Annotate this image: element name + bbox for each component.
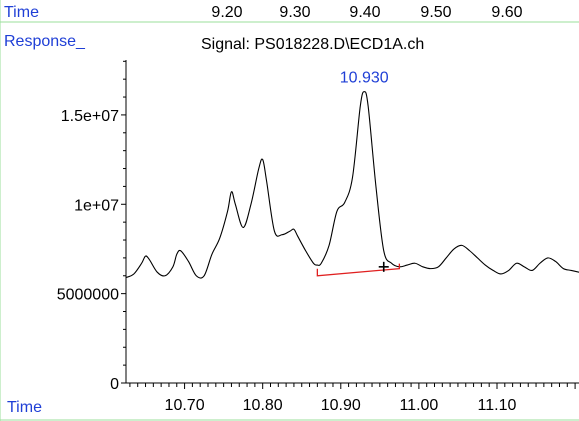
top-axis-title: Time <box>4 4 39 21</box>
x-tick-label: 11.00 <box>399 397 438 414</box>
y-tick-group: 0 5000000 1e+07 1.5e+07 <box>57 60 126 393</box>
peak-end-marker <box>378 261 389 272</box>
x-axis-title: Time <box>7 399 42 416</box>
y-axis-title: Response_ <box>4 33 86 50</box>
x-tick-label: 10.90 <box>321 397 361 414</box>
y-tick-label: 0 <box>110 376 119 393</box>
x-tick-label: 10.70 <box>165 397 205 414</box>
y-tick-label: 1.5e+07 <box>61 108 119 125</box>
chart-title: Signal: PS018228.D\ECD1A.ch <box>201 36 424 53</box>
x-tick-label: 11.10 <box>478 397 517 414</box>
y-tick-label: 5000000 <box>57 287 119 304</box>
signal-trace-series <box>125 91 579 279</box>
x-tick-group: 10.70 10.80 10.90 11.00 11.10 <box>129 383 576 414</box>
top-tick-labels: 9.20 9.30 9.40 9.50 9.60 <box>211 4 522 21</box>
y-tick-label: 1e+07 <box>74 197 119 214</box>
top-tick-label: 9.50 <box>420 4 451 21</box>
top-tick-label: 9.20 <box>211 4 242 21</box>
top-tick-label: 9.40 <box>349 4 380 21</box>
top-tick-label: 9.60 <box>491 4 522 21</box>
integration-baseline <box>316 263 401 277</box>
x-tick-label: 10.80 <box>243 397 283 414</box>
peak-retention-time-label: 10.930 <box>340 70 389 87</box>
top-tick-label: 9.30 <box>279 4 310 21</box>
